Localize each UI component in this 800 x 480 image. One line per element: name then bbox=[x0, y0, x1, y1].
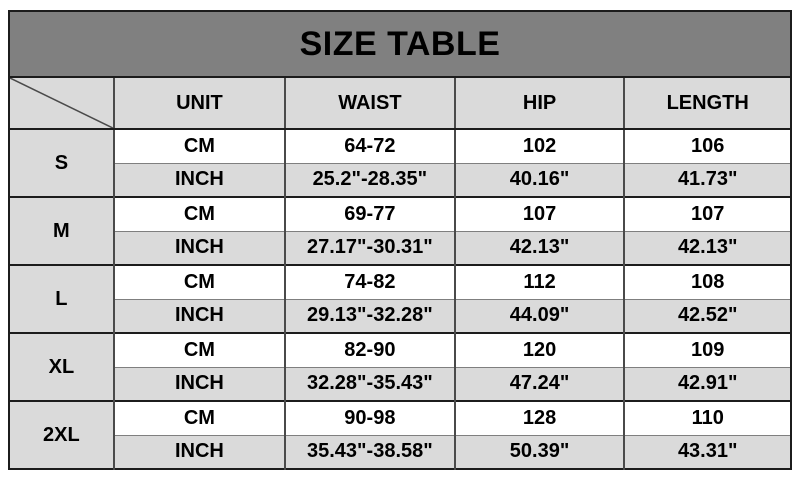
waist-inch-value: 25.2"-28.35" bbox=[284, 163, 455, 197]
waist-inch-value: 27.17"-30.31" bbox=[284, 231, 455, 265]
unit-cm-label: CM bbox=[112, 265, 286, 300]
size-row-inch: INCH 27.17"-30.31" 42.13" 42.13" bbox=[9, 231, 791, 265]
column-header-length: LENGTH bbox=[623, 77, 791, 130]
length-inch-value: 42.52" bbox=[623, 299, 791, 333]
size-row-cm: XL CM 82-90 120 109 bbox=[9, 333, 791, 401]
size-row-cm: M CM 69-77 107 107 bbox=[9, 197, 791, 265]
hip-inch-value: 44.09" bbox=[453, 299, 625, 333]
length-cm-value: 109 bbox=[623, 333, 791, 368]
unit-cm-label: CM bbox=[112, 333, 286, 368]
length-cm-value: 108 bbox=[623, 265, 791, 300]
waist-inch-value: 29.13"-32.28" bbox=[284, 299, 455, 333]
unit-cm-label: CM bbox=[112, 401, 286, 436]
header-row: UNIT WAIST HIP LENGTH bbox=[9, 77, 791, 130]
length-cm-value: 110 bbox=[623, 401, 791, 436]
hip-inch-value: 42.13" bbox=[453, 231, 625, 265]
hip-cm-value: 112 bbox=[453, 265, 625, 300]
unit-inch-label: INCH bbox=[113, 231, 286, 265]
diagonal-line bbox=[10, 78, 113, 128]
waist-cm-value: 82-90 bbox=[284, 333, 455, 368]
column-header-hip: HIP bbox=[453, 77, 625, 130]
unit-cm-label: CM bbox=[112, 129, 286, 164]
size-row-cm: S CM 64-72 102 106 bbox=[9, 129, 791, 197]
size-row-inch: INCH 35.43"-38.58" 50.39" 43.31" bbox=[9, 435, 791, 469]
unit-inch-label: INCH bbox=[113, 163, 286, 197]
length-inch-value: 43.31" bbox=[623, 435, 791, 469]
size-row-inch: INCH 25.2"-28.35" 40.16" 41.73" bbox=[9, 163, 791, 197]
length-cm-value: 106 bbox=[623, 129, 791, 164]
title-row: SIZE TABLE bbox=[9, 11, 791, 78]
size-row-inch: INCH 29.13"-32.28" 44.09" 42.52" bbox=[9, 299, 791, 333]
hip-inch-value: 50.39" bbox=[453, 435, 625, 469]
waist-cm-value: 90-98 bbox=[284, 401, 455, 436]
length-inch-value: 41.73" bbox=[623, 163, 791, 197]
waist-inch-value: 35.43"-38.58" bbox=[284, 435, 455, 469]
hip-inch-value: 47.24" bbox=[453, 367, 625, 401]
unit-inch-label: INCH bbox=[113, 435, 286, 469]
length-cm-value: 107 bbox=[623, 197, 791, 232]
hip-cm-value: 120 bbox=[453, 333, 625, 368]
hip-cm-value: 107 bbox=[453, 197, 625, 232]
size-row-inch: INCH 32.28"-35.43" 47.24" 42.91" bbox=[9, 367, 791, 401]
unit-inch-label: INCH bbox=[113, 367, 286, 401]
diagonal-header-cell bbox=[9, 77, 114, 130]
hip-cm-value: 128 bbox=[453, 401, 625, 436]
unit-inch-label: INCH bbox=[113, 299, 286, 333]
waist-inch-value: 32.28"-35.43" bbox=[284, 367, 455, 401]
hip-cm-value: 102 bbox=[453, 129, 625, 164]
unit-cm-label: CM bbox=[112, 197, 286, 232]
column-header-unit: UNIT bbox=[112, 77, 286, 130]
waist-cm-value: 64-72 bbox=[284, 129, 455, 164]
column-header-waist: WAIST bbox=[284, 77, 455, 130]
waist-cm-value: 74-82 bbox=[284, 265, 455, 300]
size-row-cm: L CM 74-82 112 108 bbox=[9, 265, 791, 333]
size-table: SIZE TABLE UNIT WAIST HIP LENGTH S CM 64-7… bbox=[8, 10, 792, 470]
size-row-cm: 2XL CM 90-98 128 110 bbox=[9, 401, 791, 469]
size-label: L bbox=[9, 265, 115, 333]
size-label: M bbox=[9, 197, 115, 265]
size-label: S bbox=[9, 129, 115, 197]
hip-inch-value: 40.16" bbox=[453, 163, 625, 197]
length-inch-value: 42.91" bbox=[623, 367, 791, 401]
size-label: 2XL bbox=[9, 401, 115, 469]
size-label: XL bbox=[9, 333, 115, 401]
length-inch-value: 42.13" bbox=[623, 231, 791, 265]
table-body: S CM 64-72 102 106 INCH 25.2"-28.35" 40.16" 41.7… bbox=[9, 129, 791, 469]
page-title: SIZE TABLE bbox=[9, 11, 791, 78]
waist-cm-value: 69-77 bbox=[284, 197, 455, 232]
